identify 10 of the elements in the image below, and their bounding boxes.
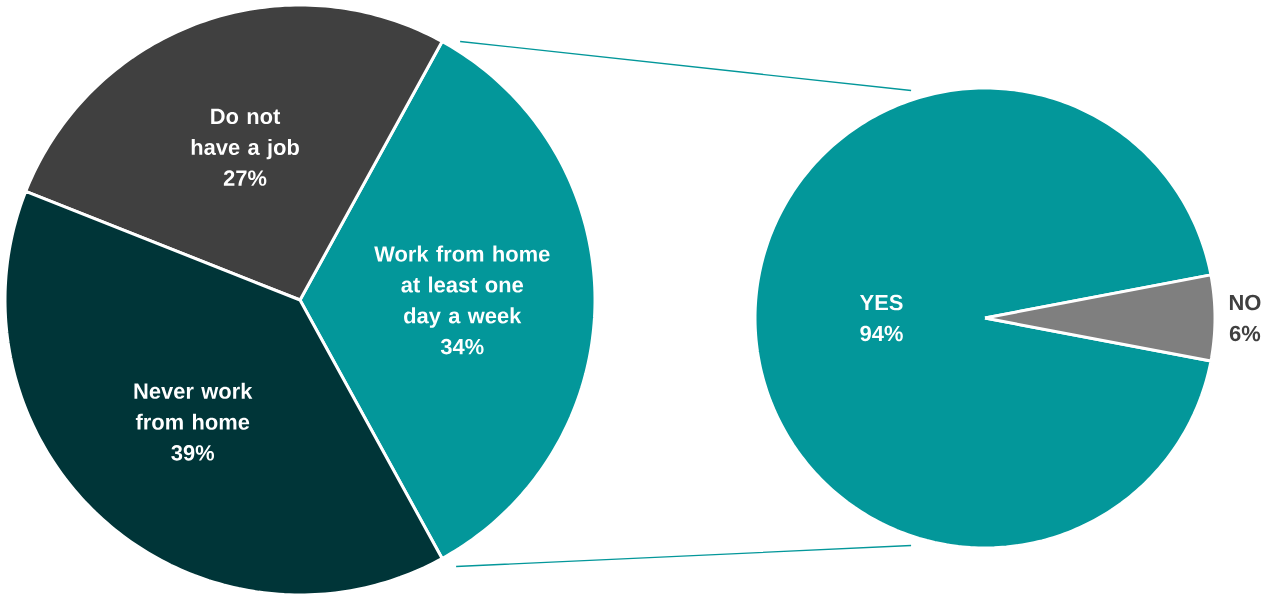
- data-label: 39%: [171, 445, 215, 461]
- slice-label: Do not have a job: [191, 108, 299, 160]
- data-label: 94%: [860, 325, 903, 342]
- data-label: 6%: [1229, 325, 1261, 342]
- slice-label: Work from home at least one day a week: [374, 245, 550, 328]
- data-label: 27%: [223, 170, 267, 186]
- slice-label: YES: [859, 294, 903, 311]
- data-label: 34%: [440, 338, 484, 355]
- slice-label: Never work from home: [134, 382, 253, 430]
- slice-label: NO: [1229, 294, 1261, 311]
